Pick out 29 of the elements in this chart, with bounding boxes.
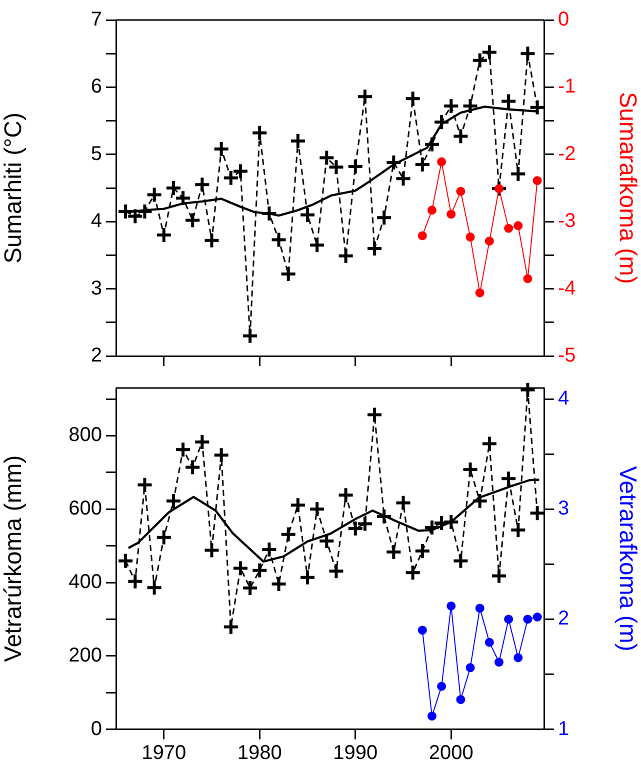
y2-tick-label: -5 (558, 344, 576, 367)
y-tick-label: 200 (68, 644, 102, 666)
y2-tick-label: -3 (558, 210, 576, 232)
y2-axis-title: Vetrarafkoma (m) (614, 466, 641, 652)
y-tick-label: 0 (90, 718, 102, 740)
y2-tick-label: 4 (558, 388, 570, 410)
y-tick-label: 5 (90, 142, 102, 165)
x-tick-label: 2000 (428, 742, 474, 764)
y2-tick-label: 2 (558, 608, 570, 630)
y-tick-label: 7 (90, 8, 102, 31)
y2-tick-label: 1 (558, 718, 570, 740)
y-tick-label: 2 (90, 344, 102, 367)
y-tick-label: 400 (68, 571, 102, 594)
y-tick-label: 800 (68, 424, 102, 446)
y2-tick-label: -1 (558, 76, 576, 98)
y-axis-title: Sumarhiti (°C) (0, 112, 28, 264)
y2-tick-label: 3 (558, 498, 570, 520)
y2-tick-label: -2 (558, 142, 576, 165)
y2-axis-title: Sumarafkoma (m) (614, 92, 641, 284)
x-tick-label: 1970 (142, 742, 186, 764)
x-tick-label: 1980 (237, 742, 282, 764)
y-tick-label: 3 (90, 277, 102, 300)
y-tick-label: 600 (68, 498, 102, 520)
y-tick-label: 6 (90, 76, 102, 98)
y2-tick-label: -4 (558, 277, 576, 300)
y-axis-title: Vetrarúrkoma (mm) (0, 455, 28, 662)
y-tick-label: 4 (90, 210, 102, 232)
x-tick-label: 1990 (333, 742, 378, 764)
y2-tick-label: 0 (558, 8, 570, 31)
